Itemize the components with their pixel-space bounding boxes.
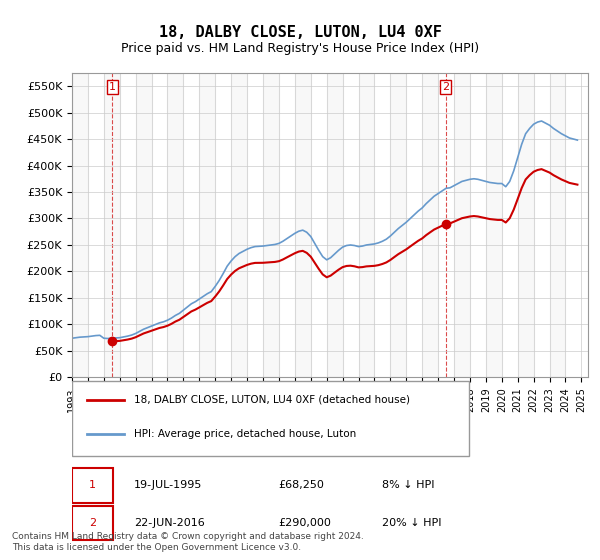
Text: 18, DALBY CLOSE, LUTON, LU4 0XF (detached house): 18, DALBY CLOSE, LUTON, LU4 0XF (detache…: [134, 395, 410, 405]
Bar: [199, 73, 215, 377]
Bar: [454, 73, 470, 377]
Bar: [518, 73, 533, 377]
Text: 1: 1: [89, 480, 96, 491]
Text: 20% ↓ HPI: 20% ↓ HPI: [382, 518, 441, 528]
FancyBboxPatch shape: [72, 506, 113, 540]
FancyBboxPatch shape: [72, 381, 469, 456]
Text: 8% ↓ HPI: 8% ↓ HPI: [382, 480, 434, 491]
Text: 18, DALBY CLOSE, LUTON, LU4 0XF: 18, DALBY CLOSE, LUTON, LU4 0XF: [158, 25, 442, 40]
Text: 2: 2: [89, 518, 96, 528]
Text: £68,250: £68,250: [278, 480, 324, 491]
Bar: [136, 73, 152, 377]
Bar: [72, 73, 88, 377]
Text: 1: 1: [109, 82, 116, 92]
Bar: [104, 73, 120, 377]
Bar: [550, 73, 565, 377]
Bar: [167, 73, 184, 377]
FancyBboxPatch shape: [72, 468, 113, 502]
Bar: [327, 73, 343, 377]
Text: Price paid vs. HM Land Registry's House Price Index (HPI): Price paid vs. HM Land Registry's House …: [121, 42, 479, 55]
Text: Contains HM Land Registry data © Crown copyright and database right 2024.
This d: Contains HM Land Registry data © Crown c…: [12, 532, 364, 552]
Text: 2: 2: [442, 82, 449, 92]
Bar: [391, 73, 406, 377]
Bar: [231, 73, 247, 377]
Text: HPI: Average price, detached house, Luton: HPI: Average price, detached house, Luto…: [134, 429, 356, 439]
Text: £290,000: £290,000: [278, 518, 331, 528]
Bar: [422, 73, 438, 377]
Text: 19-JUL-1995: 19-JUL-1995: [134, 480, 202, 491]
Bar: [263, 73, 279, 377]
Bar: [486, 73, 502, 377]
Bar: [295, 73, 311, 377]
Bar: [359, 73, 374, 377]
Text: 22-JUN-2016: 22-JUN-2016: [134, 518, 205, 528]
